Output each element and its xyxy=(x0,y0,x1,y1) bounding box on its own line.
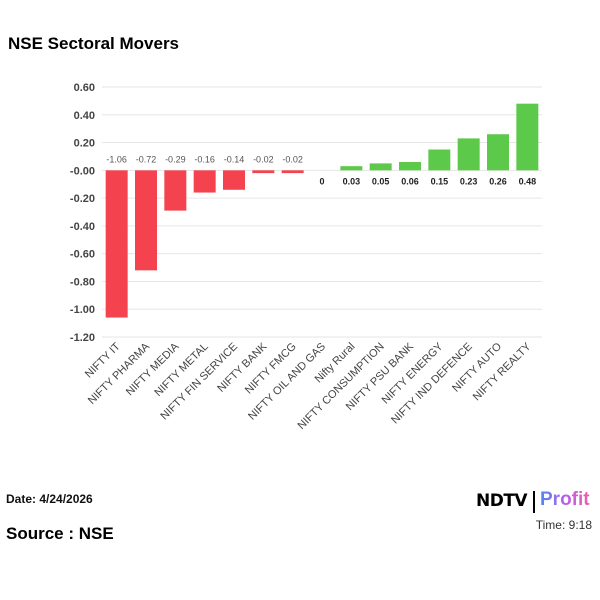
bar xyxy=(428,149,451,171)
y-tick-label: -1.20 xyxy=(70,332,95,344)
data-label: 0 xyxy=(319,176,324,186)
data-label: 0.06 xyxy=(401,176,419,186)
data-label: -0.02 xyxy=(282,154,303,164)
bar-chart: 0.60 0.40 0.20 -0.00 -0.20 -0.40 -0.60 -0.80 -1.… xyxy=(70,82,542,432)
data-label: 0.26 xyxy=(489,176,507,186)
data-label: -1.06 xyxy=(106,154,127,164)
bar xyxy=(340,166,363,171)
data-label: -0.16 xyxy=(194,154,215,164)
bar xyxy=(516,103,539,171)
y-tick-label: -0.00 xyxy=(70,165,95,177)
y-tick-label: 0.20 xyxy=(74,138,95,150)
y-tick-label: -0.40 xyxy=(70,221,95,233)
bar xyxy=(252,170,275,174)
logo-profit: Profit xyxy=(540,489,590,510)
bar xyxy=(193,170,216,193)
data-label: -0.02 xyxy=(253,154,274,164)
bar xyxy=(105,170,128,318)
data-label: -0.72 xyxy=(136,154,157,164)
y-tick-label: 0.60 xyxy=(74,82,95,94)
y-tick-label: -0.20 xyxy=(70,193,95,205)
y-tick-label: -1.00 xyxy=(70,304,95,316)
data-label: -0.14 xyxy=(224,154,245,164)
bar xyxy=(399,162,421,171)
bar xyxy=(457,138,480,171)
source-label: Source : NSE xyxy=(6,524,114,543)
chart-title: NSE Sectoral Movers xyxy=(8,34,180,53)
ndtv-profit-logo: NDTV Profit xyxy=(476,489,600,515)
bar xyxy=(369,163,392,171)
logo-divider xyxy=(533,491,535,513)
date-label: Date: 4/24/2026 xyxy=(6,492,93,506)
y-tick-label: 0.40 xyxy=(74,110,95,122)
data-label: 0.03 xyxy=(343,176,361,186)
data-label: 0.05 xyxy=(372,176,390,186)
bar xyxy=(164,170,187,211)
time-label: Time: 9:18 xyxy=(535,518,592,532)
data-label: 0.48 xyxy=(519,176,537,186)
bar xyxy=(487,134,509,171)
data-label: 0.23 xyxy=(460,176,478,186)
bar xyxy=(281,170,304,174)
logo-ndtv: NDTV xyxy=(476,491,528,511)
y-tick-label: -0.80 xyxy=(70,276,95,288)
data-label: 0.15 xyxy=(431,176,449,186)
bar xyxy=(135,170,157,271)
data-label: -0.29 xyxy=(165,154,186,164)
y-tick-label: -0.60 xyxy=(70,249,95,261)
bar xyxy=(223,170,245,190)
